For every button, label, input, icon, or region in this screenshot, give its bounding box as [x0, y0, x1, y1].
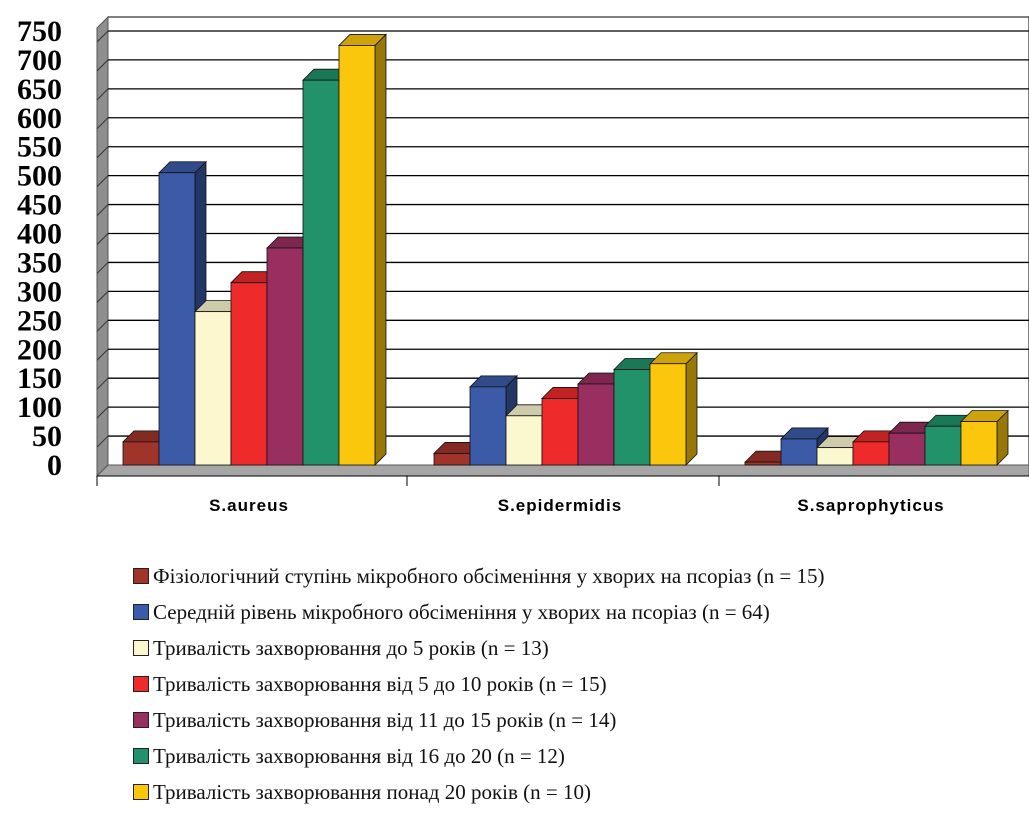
bar-front: [924, 425, 962, 466]
gridline-side: [96, 146, 109, 159]
y-tick-label: 400: [17, 218, 62, 251]
y-tick-label: 0: [47, 449, 62, 482]
y-tick-label: 150: [17, 362, 62, 395]
bar-front: [613, 369, 651, 466]
y-tick-label: 750: [17, 15, 62, 48]
legend-swatch: [133, 784, 149, 800]
bar-side: [685, 351, 698, 466]
bar-front: [230, 282, 268, 466]
bar-front: [338, 45, 376, 466]
y-tick-label: 550: [17, 131, 62, 164]
gridline-side: [96, 406, 109, 419]
gridline-side: [96, 377, 109, 390]
bar-side: [374, 33, 387, 466]
bar-front: [194, 311, 232, 466]
x-category-label: S.aureus: [209, 496, 289, 515]
bar-front: [469, 386, 507, 466]
legend-item: Тривалість захворювання від 5 до 10 рокі…: [133, 666, 825, 702]
legend: Фізіологічний ступінь мікробного обсімен…: [133, 558, 825, 810]
legend-item: Фізіологічний ступінь мікробного обсімен…: [133, 558, 825, 594]
legend-label: Тривалість захворювання від 16 до 20 (n …: [153, 743, 565, 768]
legend-item: Тривалість захворювання від 16 до 20 (n …: [133, 738, 825, 774]
gridline-side: [96, 291, 109, 303]
y-tick-label: 500: [17, 160, 62, 193]
legend-swatch: [133, 676, 149, 692]
y-tick-label: 450: [17, 189, 62, 222]
bar: [338, 33, 387, 466]
x-category-label: S.saprophyticus: [797, 496, 944, 515]
bar-front: [541, 398, 579, 466]
bar-front: [888, 432, 926, 466]
bar: [649, 351, 698, 466]
gridline-side: [96, 262, 109, 274]
floor: [95, 464, 1029, 477]
gridline-side: [96, 233, 109, 245]
bar-front: [960, 421, 998, 466]
gridline-side: [96, 319, 109, 332]
bar-front: [302, 79, 340, 466]
legend-item: Тривалість захворювання до 5 років (n = …: [133, 630, 825, 666]
bar-front: [433, 453, 471, 466]
y-tick-label: 700: [17, 44, 62, 77]
legend-label: Тривалість захворювання від 5 до 10 рокі…: [153, 671, 607, 696]
gridline-side: [96, 435, 109, 448]
legend-label: Середній рівень мікробного обсіменіння у…: [153, 599, 770, 624]
bar-front: [266, 247, 304, 466]
bars: [122, 33, 1009, 466]
x-category-label: S.epidermidis: [498, 496, 622, 515]
legend-swatch: [133, 712, 149, 728]
gridline-side: [96, 204, 109, 216]
bar: [960, 409, 1009, 466]
legend-swatch: [133, 748, 149, 764]
legend-label: Тривалість захворювання від 11 до 15 рок…: [153, 707, 617, 732]
bar-front: [649, 363, 687, 466]
y-tick-label: 650: [17, 73, 62, 106]
bar-chart: 0501001502002503003504004505005506006507…: [17, 15, 1029, 515]
bar-front: [505, 415, 543, 466]
y-axis-ticks: 0501001502002503003504004505005506006507…: [17, 15, 62, 482]
legend-swatch: [133, 568, 149, 584]
bar-front: [577, 383, 615, 466]
legend-item: Середній рівень мікробного обсіменіння у…: [133, 594, 825, 630]
y-tick-label: 50: [32, 420, 62, 453]
gridline-side: [96, 88, 109, 101]
y-tick-label: 200: [17, 333, 62, 366]
gridline-side: [96, 348, 109, 361]
y-tick-label: 300: [17, 275, 62, 308]
y-tick-label: 600: [17, 102, 62, 135]
legend-swatch: [133, 640, 149, 656]
gridline-side: [96, 30, 109, 43]
legend-label: Фізіологічний ступінь мікробного обсімен…: [153, 563, 825, 588]
legend-item: Тривалість захворювання понад 20 років (…: [133, 774, 825, 810]
gridline-side: [96, 59, 109, 72]
bar-front: [122, 441, 160, 466]
x-axis: S.aureus S.epidermidis S.saprophyticus: [96, 475, 1029, 515]
y-tick-label: 250: [17, 304, 62, 337]
legend-label: Тривалість захворювання до 5 років (n = …: [153, 635, 549, 660]
y-tick-label: 100: [17, 391, 62, 424]
legend-label: Тривалість захворювання понад 20 років (…: [153, 779, 591, 804]
legend-item: Тривалість захворювання від 11 до 15 рок…: [133, 702, 825, 738]
side-wall: [96, 15, 109, 478]
bar-front: [158, 172, 196, 466]
bar-front: [852, 441, 890, 466]
legend-swatch: [133, 604, 149, 620]
gridline-side: [96, 117, 109, 130]
bar-front: [816, 447, 854, 466]
gridline-side: [96, 175, 109, 188]
bar-front: [744, 461, 782, 466]
y-tick-label: 350: [17, 246, 62, 279]
bar-front: [780, 438, 818, 466]
